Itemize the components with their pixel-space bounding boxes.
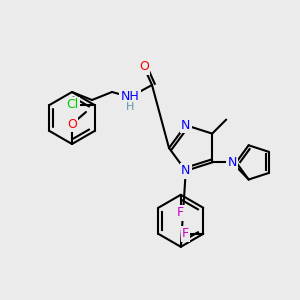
Text: H: H: [126, 102, 134, 112]
Text: N: N: [181, 164, 190, 177]
Text: O: O: [139, 61, 149, 74]
Text: F: F: [177, 206, 184, 219]
Text: O: O: [67, 118, 77, 130]
Text: N: N: [181, 119, 190, 132]
Text: Cl: Cl: [66, 98, 79, 112]
Text: N: N: [227, 156, 237, 169]
Text: F: F: [182, 227, 189, 240]
Text: NH: NH: [121, 91, 140, 103]
